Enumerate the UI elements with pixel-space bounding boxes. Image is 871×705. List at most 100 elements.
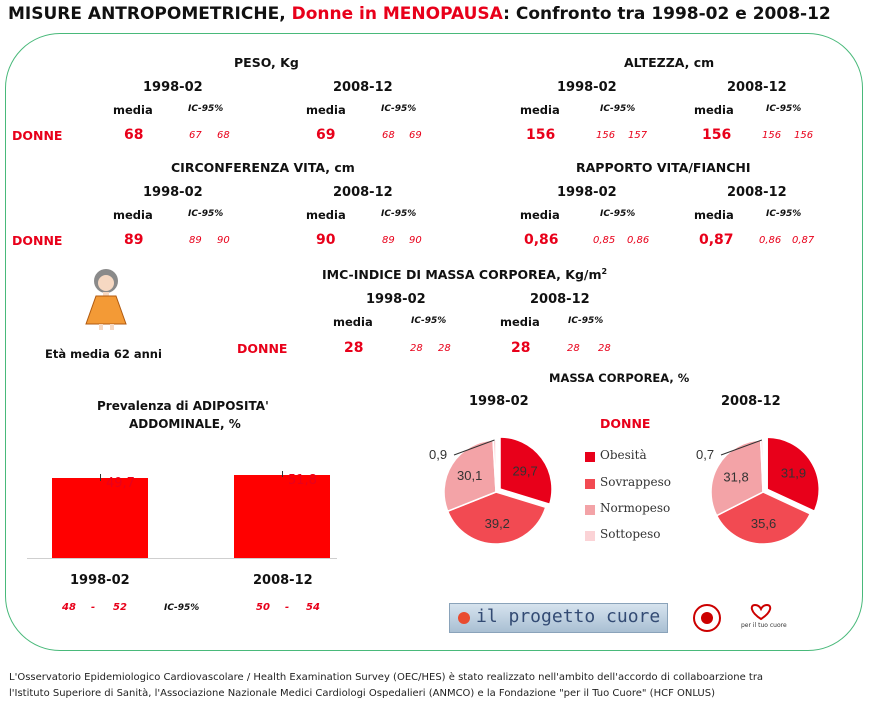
bar-category-1: 1998-02 — [70, 573, 130, 588]
adiposita-title-line2: ADDOMINALE, % — [129, 417, 241, 431]
pie-title-1: 1998-02 — [469, 394, 529, 409]
adiposita-bar-value-1: 49,7 — [106, 476, 135, 492]
rapporto-ci-low-2: 0,86 — [759, 235, 782, 246]
peso-period-2: 2008-12 — [333, 80, 393, 95]
content-frame — [5, 33, 863, 651]
bar-ci-high-1: 52 — [113, 602, 127, 613]
media-label: media — [306, 208, 346, 222]
pie1-label-3: 30,1 — [457, 468, 482, 483]
vita-title: CIRCONFERENZA VITA, cm — [171, 160, 355, 175]
media-label: media — [520, 103, 560, 117]
footer-line-1: L'Osservatorio Epidemiologico Cardiovasc… — [9, 672, 764, 683]
altezza-period-1: 1998-02 — [557, 80, 617, 95]
pie1-label-2: 39,2 — [485, 516, 510, 531]
vita-mean-2: 90 — [316, 232, 336, 248]
donne-label: DONNE — [237, 341, 288, 356]
ic-label: IC-95% — [381, 104, 417, 114]
peso-mean-1: 68 — [124, 127, 144, 143]
peso-ci-high-1: 68 — [217, 130, 230, 141]
ic-label: IC-95% — [766, 209, 802, 219]
altezza-period-2: 2008-12 — [727, 80, 787, 95]
imc-ci-low-2: 28 — [567, 343, 580, 354]
legend-label-normopeso: Normopeso — [600, 501, 671, 515]
rapporto-mean-2: 0,87 — [699, 232, 734, 248]
imc-period-1: 1998-02 — [366, 292, 426, 307]
hcf-heart-logo — [750, 603, 772, 621]
rapporto-period-2: 2008-12 — [727, 185, 787, 200]
page-title: MISURE ANTROPOMETRICHE, Donne in MENOPAU… — [8, 4, 831, 24]
legend-label-obesita: Obesità — [600, 448, 647, 462]
media-label: media — [113, 103, 153, 117]
adiposita-title-line1: Prevalenza di ADIPOSITA' — [97, 399, 269, 413]
pie2-slice-3 — [710, 439, 764, 517]
ic-label: IC-95% — [381, 209, 417, 219]
pie2-slice-2 — [715, 491, 812, 545]
pie2-label-3: 31,8 — [723, 469, 748, 484]
peso-title: PESO, Kg — [234, 55, 299, 70]
progetto-cuore-logo: il progetto cuore — [449, 603, 668, 633]
vita-period-2: 2008-12 — [333, 185, 393, 200]
massa-title: MASSA CORPOREA, % — [549, 371, 690, 385]
rapporto-ci-high-1: 0,86 — [627, 235, 650, 246]
media-label: media — [694, 103, 734, 117]
imc-period-2: 2008-12 — [530, 292, 590, 307]
pie1-slice-3 — [443, 439, 497, 513]
altezza-ci-low-2: 156 — [762, 130, 782, 141]
vita-mean-1: 89 — [124, 232, 144, 248]
legend-label-sovrappeso: Sovrappeso — [600, 475, 671, 489]
rapporto-title: RAPPORTO VITA/FIANCHI — [576, 160, 751, 175]
altezza-mean-2: 156 — [702, 127, 732, 143]
bar-category-2: 2008-12 — [253, 573, 313, 588]
pie-title-2: 2008-12 — [721, 394, 781, 409]
adiposita-bar-1 — [52, 477, 148, 558]
adiposita-bar-2 — [234, 474, 330, 558]
media-label: media — [520, 208, 560, 222]
eta-media: Età media 62 anni — [45, 347, 162, 361]
bar-ci-low-1: 48 — [62, 602, 76, 613]
vita-period-1: 1998-02 — [143, 185, 203, 200]
rapporto-ci-high-2: 0,87 — [792, 235, 815, 246]
anmco-logo — [693, 604, 721, 632]
woman-icon — [85, 269, 127, 330]
footer-line-2: l'Istituto Superiore di Sanità, l'Associ… — [9, 688, 716, 699]
pie2-label-4: 0,7 — [696, 447, 714, 462]
adiposita-errorbar-2 — [282, 471, 283, 478]
pie1-leader-line — [453, 439, 495, 456]
pie1-slice-2 — [446, 491, 547, 545]
peso-mean-2: 69 — [316, 127, 336, 143]
imc-title: IMC-INDICE DI MASSA CORPOREA, Kg/m2 — [322, 267, 608, 283]
pie2-leader-line — [720, 439, 763, 456]
peso-ci-high-2: 69 — [409, 130, 422, 141]
peso-ci-low-2: 68 — [382, 130, 395, 141]
altezza-ci-low-1: 156 — [596, 130, 616, 141]
ic-label: IC-95% — [766, 104, 802, 114]
legend-swatch-normopeso — [585, 505, 595, 515]
bar-ci-dash-1: - — [91, 602, 96, 613]
peso-ci-low-1: 67 — [189, 130, 202, 141]
imc-ci-low-1: 28 — [410, 343, 423, 354]
rapporto-mean-1: 0,86 — [524, 232, 559, 248]
hcf-logo-text: per il tuo cuore — [741, 622, 787, 629]
imc-mean-1: 28 — [344, 340, 364, 356]
ic-label: IC-95% — [411, 316, 447, 326]
vita-ci-high-1: 90 — [217, 235, 230, 246]
pie2-label-2: 35,6 — [751, 516, 776, 531]
massa-donne-label: DONNE — [600, 416, 651, 431]
legend-label-sottopeso: Sottopeso — [600, 527, 661, 541]
adiposita-errorbar-1 — [100, 474, 101, 481]
ic-label: IC-95% — [188, 209, 224, 219]
altezza-ci-high-2: 156 — [794, 130, 814, 141]
ic-label: IC-95% — [600, 104, 636, 114]
donne-label: DONNE — [12, 233, 63, 248]
rapporto-ci-low-1: 0,85 — [593, 235, 616, 246]
altezza-title: ALTEZZA, cm — [624, 55, 715, 70]
vita-ci-high-2: 90 — [409, 235, 422, 246]
pie1-slice-1 — [499, 436, 553, 506]
pie2-slice-1 — [766, 436, 820, 513]
media-label: media — [500, 315, 540, 329]
ic-label: IC-95% — [568, 316, 604, 326]
vita-ci-low-2: 89 — [382, 235, 395, 246]
imc-mean-2: 28 — [511, 340, 531, 356]
pie1-label-1: 29,7 — [512, 463, 537, 478]
adiposita-axis-line — [27, 558, 337, 559]
